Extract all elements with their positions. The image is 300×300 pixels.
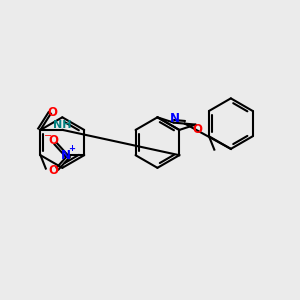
Text: −: − — [44, 131, 52, 141]
Text: N: N — [170, 112, 180, 125]
Text: NH: NH — [53, 120, 72, 130]
Text: N: N — [61, 149, 71, 162]
Text: O: O — [48, 134, 58, 147]
Text: O: O — [48, 164, 58, 177]
Text: +: + — [68, 144, 75, 153]
Text: O: O — [47, 106, 57, 118]
Text: O: O — [192, 122, 202, 136]
